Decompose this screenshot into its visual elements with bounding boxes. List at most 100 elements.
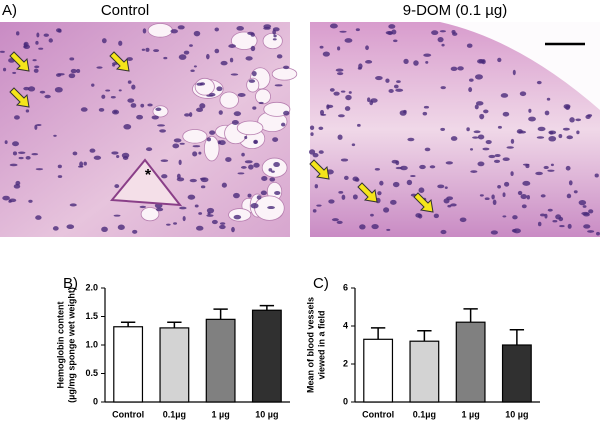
nucleus <box>229 57 234 63</box>
nucleus <box>575 118 582 122</box>
nucleus <box>127 98 135 103</box>
nucleus <box>35 215 42 220</box>
nucleus <box>375 75 383 81</box>
nucleus <box>110 96 116 99</box>
nucleus <box>548 136 557 142</box>
nucleus <box>312 153 319 158</box>
asterisk: * <box>145 167 152 184</box>
nucleus <box>282 65 290 70</box>
y-tick-label: 1.0 <box>85 339 98 349</box>
nucleus <box>424 147 431 152</box>
nucleus <box>172 143 180 149</box>
nucleus <box>470 170 478 173</box>
nucleus <box>329 23 338 29</box>
nucleus <box>308 149 316 155</box>
y-tick-label: 1.5 <box>85 311 98 321</box>
nucleus <box>310 132 314 136</box>
x-tick-label: 0.1µg <box>163 409 186 419</box>
nucleus <box>450 136 458 141</box>
nucleus <box>194 204 199 208</box>
nucleus <box>348 91 352 94</box>
nucleus <box>36 32 40 38</box>
nucleus <box>216 86 223 92</box>
fat-cell <box>140 207 160 222</box>
nucleus <box>340 90 346 93</box>
error-bar <box>120 321 136 327</box>
nucleus <box>206 207 215 214</box>
nucleus <box>141 48 146 51</box>
nucleus <box>547 169 555 172</box>
nucleus <box>76 68 81 74</box>
y-tick-label: 4 <box>343 320 348 330</box>
nucleus <box>198 212 203 215</box>
nucleus <box>247 193 252 198</box>
nucleus <box>15 180 21 186</box>
bar <box>455 321 486 403</box>
fat-cell <box>261 157 288 178</box>
nucleus <box>159 129 166 133</box>
nucleus <box>196 225 204 231</box>
nucleus <box>488 154 496 159</box>
nucleus <box>131 84 136 90</box>
nucleus <box>567 223 572 229</box>
nucleus <box>32 59 37 62</box>
nucleus <box>127 80 132 84</box>
nucleus <box>506 146 514 149</box>
nucleus <box>269 177 276 182</box>
nucleus <box>244 160 253 164</box>
nucleus <box>445 161 453 165</box>
nucleus <box>440 229 447 235</box>
x-tick-label: 10 µg <box>505 409 528 419</box>
y-axis-label: (µg/mg sponge wet weight) <box>66 287 76 403</box>
nucleus <box>206 94 214 97</box>
nucleus <box>176 173 181 179</box>
nucleus <box>446 196 454 201</box>
panel-label: B) <box>63 275 78 292</box>
nucleus <box>521 204 527 209</box>
nucleus <box>123 124 132 130</box>
nucleus <box>407 137 415 142</box>
nucleus <box>492 199 497 205</box>
nucleus <box>258 101 264 104</box>
nucleus <box>157 124 166 127</box>
nucleus <box>220 60 228 66</box>
nucleus <box>439 30 447 33</box>
nucleus <box>214 48 220 54</box>
nucleus <box>132 229 138 234</box>
nucleus <box>352 194 358 200</box>
nucleus <box>139 205 147 209</box>
nucleus <box>526 195 530 200</box>
error-bar <box>213 308 228 320</box>
nucleus <box>549 131 554 135</box>
nucleus <box>173 138 182 143</box>
nucleus <box>485 139 492 145</box>
nucleus <box>182 215 186 222</box>
y-tick-label: 2 <box>343 358 348 368</box>
nucleus <box>518 130 527 134</box>
nucleus <box>272 137 279 142</box>
nucleus <box>367 97 371 103</box>
nucleus <box>400 165 408 171</box>
nucleus <box>450 66 458 71</box>
nucleus <box>491 194 495 200</box>
nucleus <box>54 86 63 93</box>
nucleus <box>192 145 201 148</box>
nucleus <box>457 66 464 71</box>
nucleus <box>388 89 394 93</box>
nucleus <box>274 84 283 87</box>
nucleus <box>544 110 550 116</box>
nucleus <box>44 94 51 99</box>
fat-cell <box>230 31 258 50</box>
nucleus <box>189 44 193 47</box>
nucleus <box>365 45 369 51</box>
nucleus <box>582 205 587 208</box>
nucleus <box>578 200 587 206</box>
nucleus <box>145 47 150 52</box>
nucleus <box>118 89 122 92</box>
y-tick-label: 2.0 <box>85 282 98 292</box>
nucleus <box>352 176 359 182</box>
nucleus <box>318 150 324 154</box>
nucleus <box>200 185 206 189</box>
nucleus <box>345 94 352 101</box>
nucleus <box>196 107 204 113</box>
